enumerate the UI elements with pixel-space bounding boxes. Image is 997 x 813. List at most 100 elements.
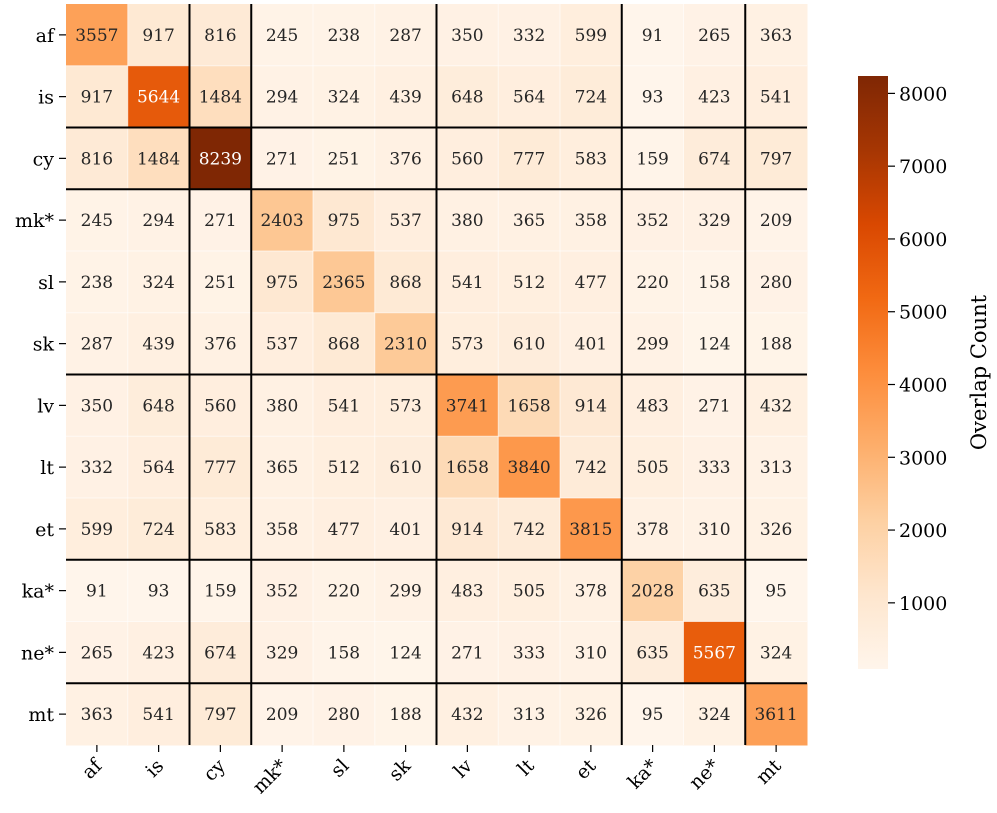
cell-value-label: 363 xyxy=(81,705,113,725)
cell-value-label: 432 xyxy=(760,396,792,416)
cell-value-label: 610 xyxy=(513,335,545,355)
colorbar-tick-label: 4000 xyxy=(899,375,947,397)
cell-value-label: 271 xyxy=(204,211,236,231)
cell-value-label: 365 xyxy=(266,458,298,478)
heatmap-cell xyxy=(498,312,561,375)
cell-value-label: 380 xyxy=(451,211,483,231)
cell-value-label: 265 xyxy=(698,26,730,46)
cell-value-label: 287 xyxy=(81,335,113,355)
cell-value-label: 326 xyxy=(760,520,792,540)
cell-value-label: 648 xyxy=(142,396,174,416)
cell-value-label: 95 xyxy=(765,582,787,602)
heatmap-cell xyxy=(621,312,684,375)
cell-value-label: 1658 xyxy=(507,396,550,416)
x-tick-label: sk xyxy=(385,755,416,786)
heatmap-cell xyxy=(251,498,314,561)
heatmap-cell xyxy=(189,65,252,128)
heatmap-cell xyxy=(560,436,623,499)
heatmap-cell xyxy=(436,4,499,67)
y-tick-label: sl xyxy=(38,272,54,294)
y-tick-label: is xyxy=(38,87,54,109)
cell-value-label: 280 xyxy=(760,273,792,293)
heatmap-cell xyxy=(127,621,190,684)
colorbar-ticks: 1000 2000 3000 4000 5000 6000 7000 8000 xyxy=(888,83,947,615)
heatmap-cell xyxy=(127,251,190,314)
cell-value-label: 158 xyxy=(698,273,730,293)
cell-value-label: 310 xyxy=(698,520,730,540)
cell-value-label: 3741 xyxy=(446,396,489,416)
heatmap-cell xyxy=(251,683,314,746)
cell-value-label: 477 xyxy=(575,273,607,293)
cell-value-label: 777 xyxy=(513,149,545,169)
cell-value-label: 91 xyxy=(86,582,108,602)
y-tick-label: cy xyxy=(33,148,55,170)
cell-value-label: 512 xyxy=(328,458,360,478)
heatmap-cell xyxy=(189,4,252,67)
cell-value-label: 423 xyxy=(698,88,730,108)
heatmap-cell xyxy=(66,621,129,684)
heatmap-cell xyxy=(189,559,252,622)
heatmap-cell xyxy=(621,498,684,561)
heatmap-cell xyxy=(498,436,561,499)
heatmap-cell xyxy=(66,683,129,746)
heatmap-cell xyxy=(374,312,437,375)
cell-value-label: 423 xyxy=(142,643,174,663)
heatmap-cell xyxy=(251,189,314,252)
cell-value-label: 333 xyxy=(513,643,545,663)
cell-value-label: 376 xyxy=(389,149,421,169)
x-tick-label: mk* xyxy=(249,755,293,799)
heatmap-cell xyxy=(745,251,808,314)
x-tick-label: lt xyxy=(513,755,539,781)
cell-value-label: 564 xyxy=(142,458,174,478)
heatmap-cell xyxy=(560,498,623,561)
cell-value-label: 332 xyxy=(513,26,545,46)
y-tick-label: et xyxy=(35,519,54,541)
x-tick-label: is xyxy=(141,755,168,782)
cell-value-label: 159 xyxy=(204,582,236,602)
cell-value-label: 512 xyxy=(513,273,545,293)
heatmap-cell xyxy=(745,4,808,67)
cell-value-label: 380 xyxy=(266,396,298,416)
heatmap-cell xyxy=(560,65,623,128)
colorbar-tick-label: 2000 xyxy=(899,520,947,542)
heatmap-cell xyxy=(745,65,808,128)
cell-value-label: 2310 xyxy=(384,335,427,355)
heatmap-cell xyxy=(560,683,623,746)
heatmap-cell xyxy=(621,436,684,499)
heatmap-cell xyxy=(374,127,437,190)
x-tick-label: mt xyxy=(752,755,786,789)
cell-value-label: 483 xyxy=(636,396,668,416)
heatmap-cell xyxy=(683,4,746,67)
x-axis-ticks: af is cy mk* sl sk lv lt et ka* ne* mt xyxy=(78,745,786,798)
heatmap-cell xyxy=(127,374,190,437)
y-tick-label: mk* xyxy=(15,210,55,232)
cell-value-label: 975 xyxy=(266,273,298,293)
heatmap-cell xyxy=(313,189,376,252)
cell-value-label: 483 xyxy=(451,582,483,602)
heatmap-cell xyxy=(66,312,129,375)
cell-value-label: 2028 xyxy=(631,582,674,602)
cell-value-label: 541 xyxy=(760,88,792,108)
heatmap-cell xyxy=(621,559,684,622)
heatmap-cell xyxy=(621,127,684,190)
cell-value-label: 378 xyxy=(575,582,607,602)
heatmap-cell xyxy=(189,621,252,684)
x-tick-label: cy xyxy=(199,755,230,786)
colorbar: 1000 2000 3000 4000 5000 6000 7000 8000 Overlap… xyxy=(858,76,991,669)
colorbar-label: Overlap Count xyxy=(967,294,991,450)
cell-value-label: 313 xyxy=(760,458,792,478)
cell-value-label: 220 xyxy=(328,582,360,602)
cell-value-label: 648 xyxy=(451,88,483,108)
cell-value-label: 3557 xyxy=(75,26,118,46)
heatmap-cell xyxy=(66,127,129,190)
heatmap-cell xyxy=(127,559,190,622)
heatmap-cell xyxy=(313,621,376,684)
heatmap-cell xyxy=(745,498,808,561)
cell-value-label: 350 xyxy=(451,26,483,46)
cell-value-label: 573 xyxy=(389,396,421,416)
cell-value-label: 91 xyxy=(642,26,664,46)
heatmap-cell xyxy=(313,312,376,375)
heatmap-cell xyxy=(560,189,623,252)
heatmap-cell xyxy=(313,251,376,314)
heatmap-cell xyxy=(683,683,746,746)
